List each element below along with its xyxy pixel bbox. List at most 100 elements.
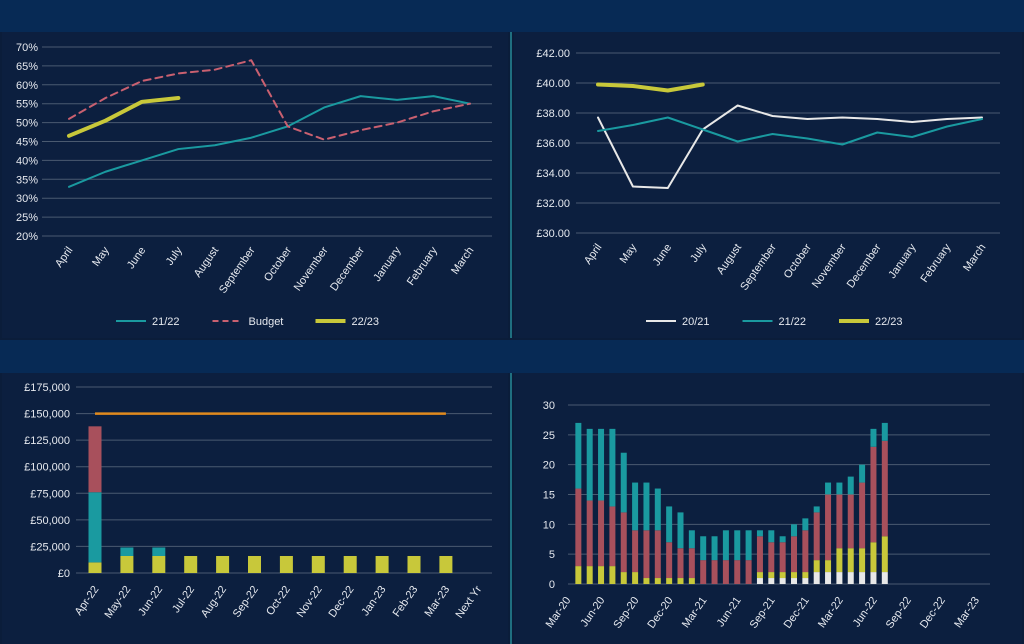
legend-label: Budget <box>249 316 284 328</box>
x-tick-label: Sep-22 <box>884 595 914 631</box>
x-tick-label: March <box>449 245 476 277</box>
y-tick-label: 15 <box>543 490 555 502</box>
y-tick-label: 20% <box>16 231 38 243</box>
x-tick-label: January <box>886 241 919 280</box>
bar-segment <box>711 536 718 561</box>
x-tick-label: August <box>715 242 744 277</box>
y-tick-label: £100,000 <box>24 462 70 474</box>
panel-top-left <box>2 32 508 338</box>
bar-segment <box>768 542 775 573</box>
x-tick-label: April <box>582 242 604 267</box>
bar-segment <box>620 452 627 513</box>
bar-segment <box>343 555 357 573</box>
bar-segment <box>586 428 593 501</box>
top-header-band <box>0 0 1024 32</box>
x-tick-label: April <box>53 245 75 270</box>
x-tick-label: Sep-20 <box>611 595 641 631</box>
x-tick-label: March <box>961 242 988 274</box>
x-tick-label: Nov-22 <box>295 584 325 620</box>
bar-segment <box>632 482 639 531</box>
x-tick-label: January <box>371 244 404 283</box>
bar-segment <box>825 482 832 495</box>
y-tick-label: 10 <box>543 519 555 531</box>
bar-segment <box>609 428 616 507</box>
y-tick-label: 35% <box>16 174 38 186</box>
bar-segment <box>643 578 650 584</box>
bar-segment <box>836 482 843 495</box>
bar-segment <box>598 428 605 501</box>
bar-segment <box>279 555 293 573</box>
x-tick-label: Mar-23 <box>423 584 453 619</box>
y-tick-label: £75,000 <box>30 488 70 500</box>
series-line-2223 <box>67 96 181 138</box>
x-tick-label: July <box>164 244 185 267</box>
x-tick-label: August <box>192 245 221 280</box>
bar-segment <box>859 572 866 584</box>
bar-segment <box>666 542 673 579</box>
legend-label: 21/22 <box>779 316 807 328</box>
bar-segment <box>216 555 230 573</box>
bar-segment <box>620 572 627 584</box>
x-tick-label: October <box>782 242 814 281</box>
y-tick-label: £42.00 <box>536 48 570 60</box>
y-tick-label: 25% <box>16 212 38 224</box>
x-tick-label: Next Yr <box>454 584 485 621</box>
bar-segment <box>722 560 729 584</box>
y-tick-label: £30.00 <box>536 228 570 240</box>
bar-segment <box>575 566 582 584</box>
x-tick-label: July <box>688 241 709 264</box>
bar-segment <box>836 494 843 549</box>
bar-segment <box>632 572 639 584</box>
bar-segment <box>847 548 854 573</box>
bar-segment <box>779 572 786 579</box>
x-tick-label: Jun-21 <box>715 595 744 629</box>
y-tick-label: 45% <box>16 137 38 149</box>
bar-segment <box>881 440 888 537</box>
bar-segment <box>120 555 134 573</box>
bar-segment <box>734 560 741 584</box>
bar-segment <box>643 530 650 579</box>
x-tick-label: Apr-22 <box>73 584 102 618</box>
bar-segment <box>666 578 673 584</box>
x-tick-label: Dec-21 <box>782 595 812 631</box>
x-tick-label: November <box>292 245 331 294</box>
bar-segment <box>802 518 809 531</box>
bar-segment <box>575 422 582 489</box>
bar-segment <box>802 530 809 573</box>
bar-segment <box>836 572 843 584</box>
x-tick-label: Dec-22 <box>918 595 948 631</box>
y-tick-label: £36.00 <box>536 138 570 150</box>
x-tick-label: Oct-22 <box>264 584 293 618</box>
bar-segment <box>859 548 866 573</box>
bar-segment <box>813 506 820 513</box>
bar-segment <box>813 560 820 573</box>
x-tick-label: Aug-22 <box>199 584 229 620</box>
bar-segment <box>700 560 707 584</box>
bar-segment <box>756 530 763 537</box>
bar-segment <box>88 492 102 563</box>
bar-segment <box>598 500 605 567</box>
bar-segment <box>184 555 198 573</box>
series-line-2122 <box>597 116 983 146</box>
middle-header-band <box>0 340 1024 373</box>
x-tick-label: Jun-22 <box>136 584 165 618</box>
bar-segment <box>881 422 888 441</box>
x-tick-label: Mar-23 <box>952 595 982 630</box>
x-tick-label: May <box>90 244 112 268</box>
x-tick-label: Dec-20 <box>645 595 675 631</box>
bar-segment <box>643 482 650 531</box>
bar-segment <box>870 542 877 573</box>
bar-segment <box>407 555 421 573</box>
x-tick-label: December <box>845 242 884 291</box>
bar-segment <box>632 530 639 573</box>
series-line-2021 <box>597 104 983 189</box>
bar-segment <box>881 572 888 584</box>
bar-segment <box>756 578 763 584</box>
bar-segment <box>677 578 684 584</box>
bar-segment <box>722 530 729 561</box>
bar-segment <box>813 512 820 561</box>
x-tick-label: December <box>328 245 367 294</box>
bar-segment <box>677 512 684 549</box>
x-tick-label: May <box>618 241 640 265</box>
